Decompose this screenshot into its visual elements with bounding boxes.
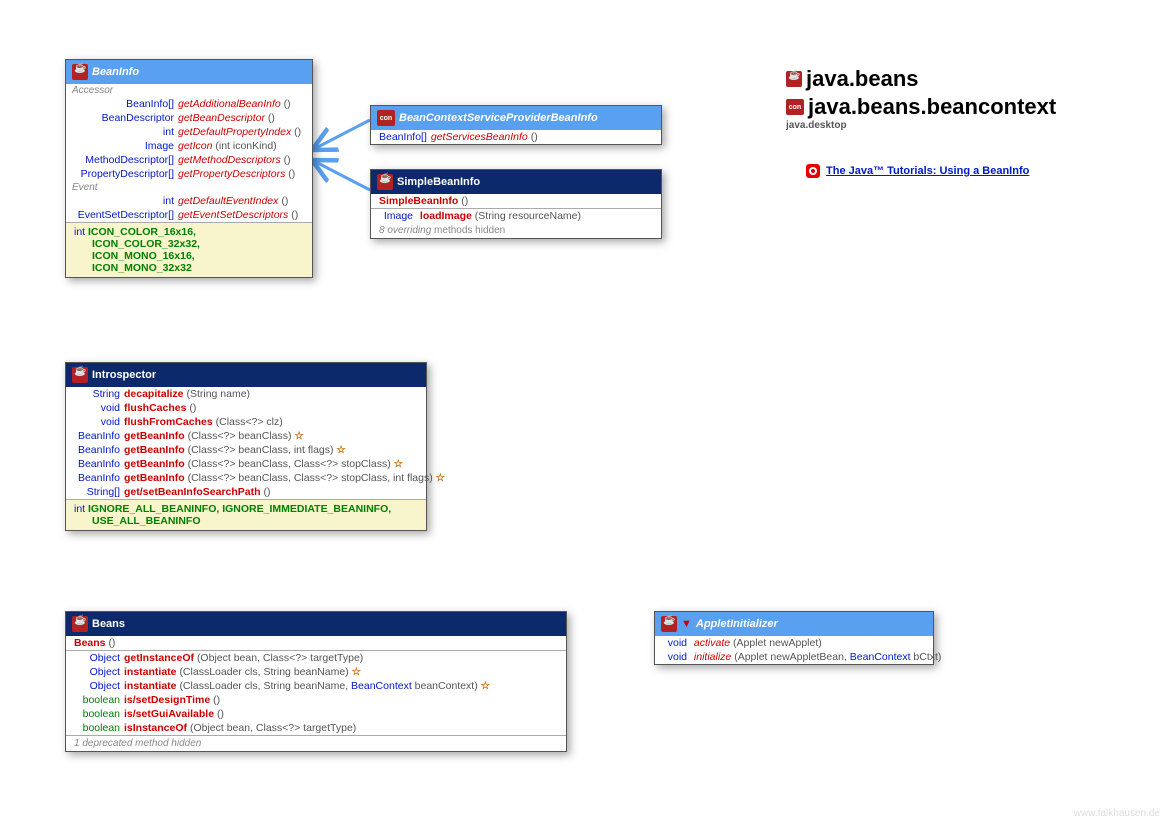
class-beaninfo: BeanInfo Accessor BeanInfo[]getAdditiona… (65, 59, 313, 278)
beaninfo-header: BeanInfo (66, 60, 312, 84)
module-label: java.desktop (786, 120, 847, 131)
bcsp-header: con BeanContextServiceProviderBeanInfo (371, 106, 661, 130)
oracle-icon (806, 164, 820, 178)
java-icon (72, 64, 88, 80)
class-beans: Beans Beans () ObjectgetInstanceOf (Obje… (65, 611, 567, 752)
class-introspector: Introspector Stringdecapitalize (String … (65, 362, 427, 531)
accessor-label: Accessor (66, 84, 312, 97)
tutorial-link[interactable]: The Java™ Tutorials: Using a BeanInfo (806, 164, 1029, 178)
java-icon (661, 616, 677, 632)
deprecated-icon: ▼ (681, 618, 692, 630)
java-icon (786, 71, 802, 87)
context-icon: con (377, 110, 395, 126)
class-simplebeaninfo: SimpleBeanInfo SimpleBeanInfo () Image l… (370, 169, 662, 239)
watermark: www.falkhausen.de (1074, 808, 1160, 819)
beans-header: Beans (66, 612, 566, 636)
context-icon: con (786, 99, 804, 115)
introspector-header: Introspector (66, 363, 426, 387)
class-bcsp-beaninfo: con BeanContextServiceProviderBeanInfo B… (370, 105, 662, 145)
package-java-beans: java.beans (786, 66, 919, 92)
simple-header: SimpleBeanInfo (371, 170, 661, 194)
java-icon (72, 616, 88, 632)
java-icon (377, 174, 393, 190)
class-appletinitializer: ▼ AppletInitializer void activate (Apple… (654, 611, 934, 665)
applet-header: ▼ AppletInitializer (655, 612, 933, 636)
java-icon (72, 367, 88, 383)
package-java-beans-beancontext: con java.beans.beancontext (786, 94, 1056, 120)
event-label: Event (66, 181, 312, 194)
